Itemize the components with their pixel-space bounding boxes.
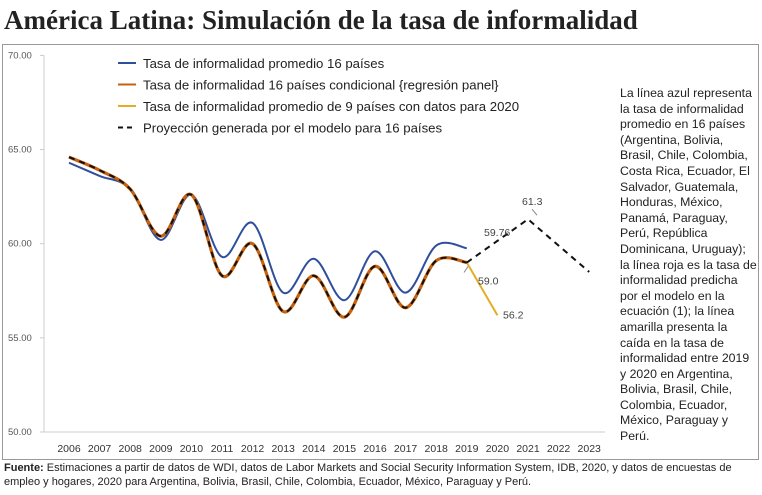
source-text: Estimaciones a partir de datos de WDI, d… <box>4 462 732 488</box>
data-label: 59.76 <box>484 227 510 239</box>
data-label: 61.3 <box>522 196 543 208</box>
legend-label: Proyección generada por el modelo para 1… <box>143 121 443 136</box>
x-tick-label: 2020 <box>486 443 510 455</box>
x-tick-label: 2018 <box>425 443 449 455</box>
x-tick-label: 2019 <box>455 443 479 455</box>
x-tick-label: 2017 <box>394 443 418 455</box>
x-tick-label: 2014 <box>302 443 326 455</box>
leader-line <box>463 266 469 273</box>
x-tick-label: 2006 <box>57 443 81 455</box>
legend-label: Tasa de informalidad promedio 16 países <box>143 56 385 71</box>
y-tick-label: 50.00 <box>8 427 32 438</box>
x-tick-label: 2015 <box>333 443 357 455</box>
x-tick-label: 2022 <box>547 443 571 455</box>
y-tick-label: 55.00 <box>8 333 32 344</box>
series-yellow-line <box>465 262 499 316</box>
x-tick-label: 2010 <box>180 443 204 455</box>
series-projection-line <box>68 156 590 319</box>
y-tick-label: 60.00 <box>8 239 32 250</box>
x-tick-label: 2012 <box>241 443 265 455</box>
page-title: América Latina: Simulación de la tasa de… <box>4 5 638 35</box>
data-label: 56.2 <box>503 309 524 321</box>
y-tick-label: 70.00 <box>8 50 32 61</box>
x-tick-label: 2013 <box>272 443 296 455</box>
x-tick-label: 2007 <box>88 443 112 455</box>
x-tick-label: 2021 <box>516 443 540 455</box>
x-tick-label: 2023 <box>578 443 602 455</box>
chart-frame <box>2 44 759 460</box>
x-tick-label: 2009 <box>149 443 173 455</box>
x-tick-label: 2008 <box>119 443 143 455</box>
legend-label: Tasa de informalidad 16 países condicion… <box>143 78 499 93</box>
legend-label: Tasa de informalidad promedio de 9 paíse… <box>143 99 519 114</box>
chart-note: La línea azul representa la tasa de info… <box>620 86 757 444</box>
data-label: 59.0 <box>478 276 499 288</box>
x-tick-label: 2016 <box>363 443 387 455</box>
source-note: Fuente: Estimaciones a partir de datos d… <box>4 462 758 489</box>
x-tick-label: 2011 <box>211 443 234 455</box>
y-tick-label: 65.00 <box>8 145 32 156</box>
leader-line <box>531 208 538 216</box>
line-chart: 50.00 55.00 60.00 65.00 70.00 2006 2007 2008 200… <box>8 50 605 455</box>
source-label: Fuente: <box>4 462 44 474</box>
